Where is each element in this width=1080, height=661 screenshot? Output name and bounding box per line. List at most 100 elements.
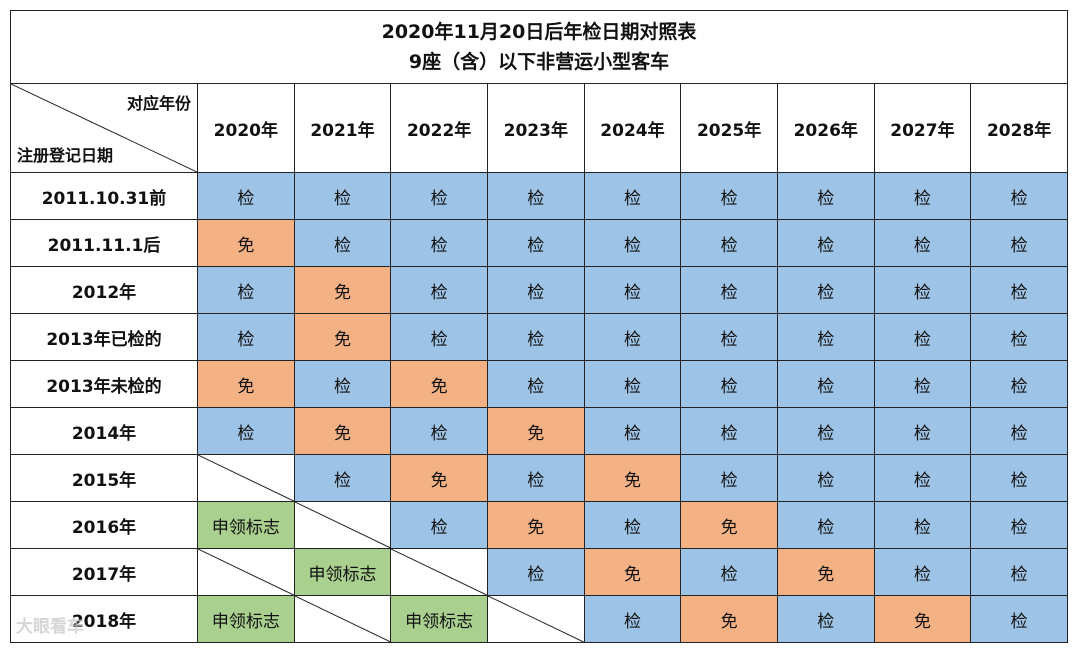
- row-label: 2013年未检的: [10, 360, 198, 408]
- check-cell: 检: [390, 501, 488, 549]
- table-row: 2015年检免检免检检检检: [10, 454, 1068, 502]
- exempt-cell: 免: [197, 219, 295, 267]
- exempt-cell: 免: [390, 454, 488, 502]
- exempt-cell: 免: [583, 454, 682, 502]
- corner-header-cell: 对应年份 注册登记日期: [10, 83, 198, 173]
- table-row: 2013年已检的检免检检检检检检检: [10, 313, 1068, 361]
- check-cell: 检: [583, 266, 682, 314]
- check-cell: 检: [197, 313, 295, 361]
- row-label: 2013年已检的: [10, 313, 198, 361]
- table-row: 2016年 申领标志检免检免检检检: [10, 501, 1068, 549]
- check-cell: 检: [486, 219, 585, 267]
- check-cell: 检: [390, 172, 488, 220]
- exempt-cell: 免: [390, 360, 488, 408]
- check-cell: 检: [583, 407, 682, 455]
- blank-diagonal-cell: [197, 454, 295, 502]
- diagonal-line: [295, 502, 391, 548]
- check-cell: 检: [970, 595, 1068, 643]
- check-cell: 检: [680, 454, 778, 502]
- year-header: 2024年: [583, 83, 682, 173]
- corner-register-date-label: 注册登记日期: [17, 146, 114, 165]
- check-cell: 检: [970, 266, 1068, 314]
- apply-cell: 申领标志: [293, 548, 392, 596]
- apply-cell: 申领标志: [197, 501, 295, 549]
- table-row: 2012年检免检检检检检检检: [10, 266, 1068, 314]
- blank-diagonal-cell: [293, 595, 392, 643]
- exempt-cell: 免: [486, 407, 585, 455]
- check-cell: 检: [776, 595, 875, 643]
- check-cell: 检: [776, 219, 875, 267]
- check-cell: 检: [583, 360, 682, 408]
- check-cell: 检: [583, 595, 682, 643]
- exempt-cell: 免: [680, 501, 778, 549]
- check-cell: 检: [293, 172, 392, 220]
- check-cell: 检: [583, 219, 682, 267]
- check-cell: 检: [390, 219, 488, 267]
- check-cell: 检: [776, 454, 875, 502]
- exempt-cell: 免: [293, 266, 392, 314]
- table-row: 2013年未检的免检免检检检检检检: [10, 360, 1068, 408]
- check-cell: 检: [583, 172, 682, 220]
- year-header: 2028年: [970, 83, 1068, 173]
- check-cell: 检: [873, 360, 972, 408]
- check-cell: 检: [293, 219, 392, 267]
- title-line-2: 9座（含）以下非营运小型客车: [408, 51, 670, 73]
- exempt-cell: 免: [293, 313, 392, 361]
- exempt-cell: 免: [197, 360, 295, 408]
- check-cell: 检: [197, 266, 295, 314]
- table-row: 2011.11.1后免检检检检检检检检: [10, 219, 1068, 267]
- check-cell: 检: [776, 407, 875, 455]
- check-cell: 检: [293, 454, 392, 502]
- check-cell: 检: [970, 548, 1068, 596]
- year-header: 2025年: [680, 83, 778, 173]
- row-label: 2011.11.1后: [10, 219, 198, 267]
- check-cell: 检: [970, 172, 1068, 220]
- table-row: 2014年检免检免检检检检检: [10, 407, 1068, 455]
- table-row: 2011.10.31前检检检检检检检检检: [10, 172, 1068, 220]
- check-cell: 检: [776, 172, 875, 220]
- check-cell: 检: [486, 266, 585, 314]
- check-cell: 检: [680, 360, 778, 408]
- check-cell: 检: [776, 501, 875, 549]
- diagonal-line: [295, 596, 391, 642]
- check-cell: 检: [970, 454, 1068, 502]
- check-cell: 检: [680, 548, 778, 596]
- check-cell: 检: [390, 407, 488, 455]
- exempt-cell: 免: [583, 548, 682, 596]
- diagonal-line: [198, 455, 294, 501]
- check-cell: 检: [390, 266, 488, 314]
- check-cell: 检: [970, 313, 1068, 361]
- row-label: 2015年: [10, 454, 198, 502]
- year-header: 2021年: [293, 83, 392, 173]
- check-cell: 检: [873, 407, 972, 455]
- blank-diagonal-cell: [197, 548, 295, 596]
- table-row: 2017年 申领标志检免检免检检: [10, 548, 1068, 596]
- blank-diagonal-cell: [486, 595, 585, 643]
- year-header: 2023年: [486, 83, 585, 173]
- check-cell: 检: [486, 313, 585, 361]
- year-header: 2020年: [197, 83, 295, 173]
- diagonal-line: [198, 549, 294, 595]
- apply-cell: 申领标志: [197, 595, 295, 643]
- check-cell: 检: [486, 548, 585, 596]
- row-label: 2011.10.31前: [10, 172, 198, 220]
- table-row: 2018年 申领标志 申领标志检免检免检: [10, 595, 1068, 643]
- corner-diagonal-line: [11, 84, 197, 172]
- check-cell: 检: [680, 266, 778, 314]
- check-cell: 检: [873, 548, 972, 596]
- row-label: 2016年: [10, 501, 198, 549]
- inspection-table-container: 2020年11月20日后年检日期对照表 9座（含）以下非营运小型客车 对应年份 …: [10, 10, 1068, 643]
- row-label: 2012年: [10, 266, 198, 314]
- apply-cell: 申领标志: [390, 595, 488, 643]
- check-cell: 检: [680, 219, 778, 267]
- check-cell: 检: [583, 501, 682, 549]
- check-cell: 检: [873, 454, 972, 502]
- row-label: 2017年: [10, 548, 198, 596]
- exempt-cell: 免: [293, 407, 392, 455]
- check-cell: 检: [486, 172, 585, 220]
- check-cell: 检: [680, 407, 778, 455]
- diagonal-line: [391, 549, 487, 595]
- check-cell: 检: [680, 313, 778, 361]
- check-cell: 检: [970, 407, 1068, 455]
- year-header: 2027年: [873, 83, 972, 173]
